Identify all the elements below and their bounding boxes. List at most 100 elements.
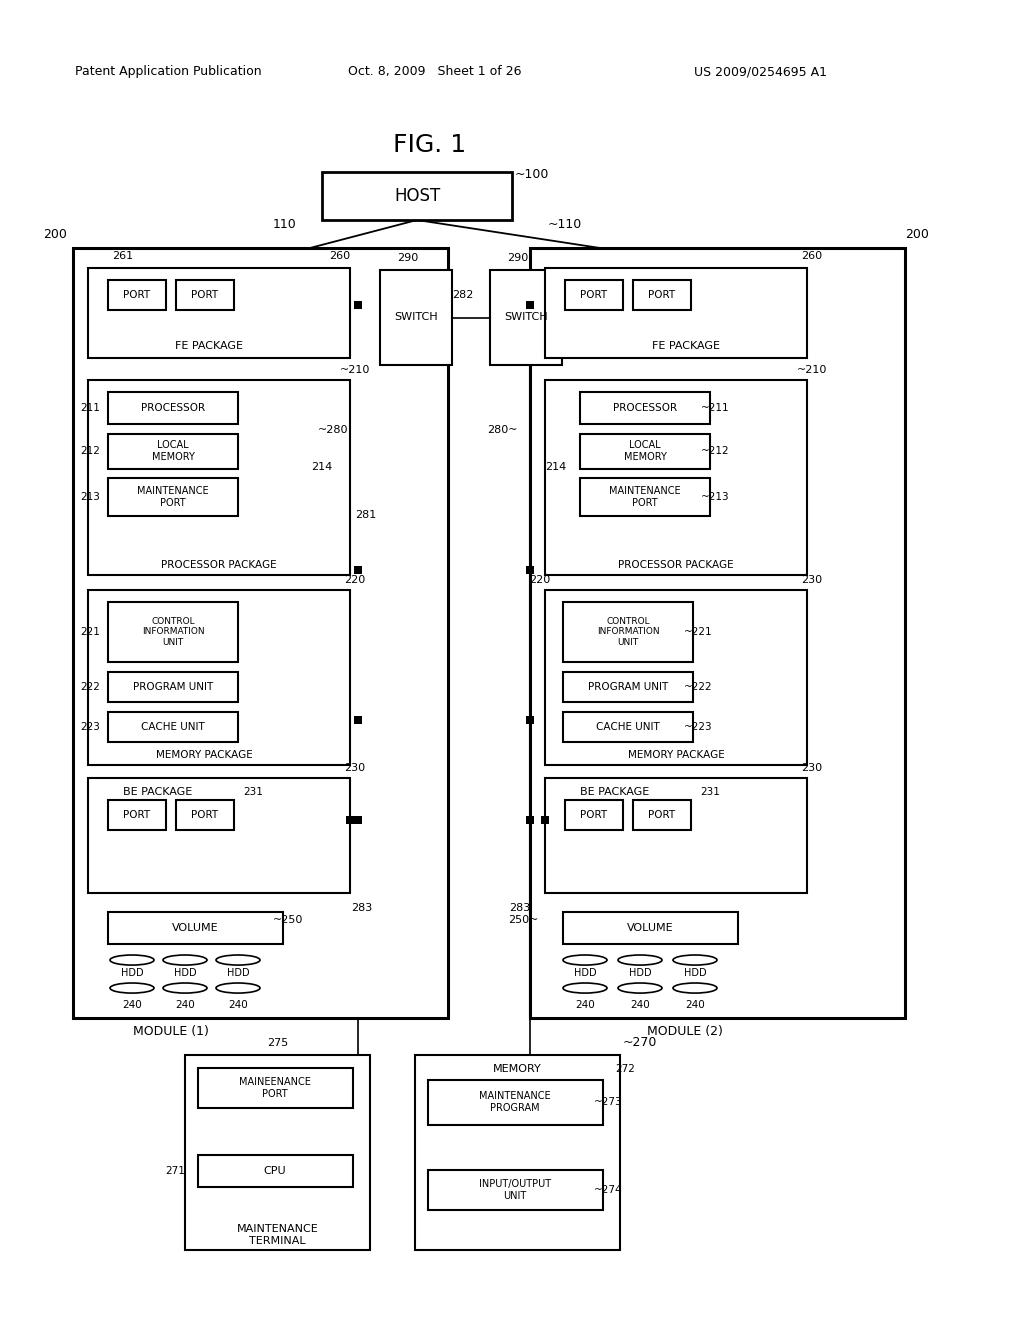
Bar xyxy=(88,268,350,358)
Bar xyxy=(633,280,691,310)
Bar xyxy=(545,590,807,766)
Text: 231: 231 xyxy=(700,787,720,797)
Bar xyxy=(73,248,449,1018)
Text: CONTROL
INFORMATION
UNIT: CONTROL INFORMATION UNIT xyxy=(141,618,205,647)
Text: SWITCH: SWITCH xyxy=(394,313,438,322)
Text: 231: 231 xyxy=(243,787,263,797)
Bar xyxy=(580,434,710,469)
Text: PORT: PORT xyxy=(191,290,218,300)
Bar xyxy=(354,566,362,574)
Text: MEMORY PACKAGE: MEMORY PACKAGE xyxy=(156,750,252,760)
Ellipse shape xyxy=(618,954,662,965)
Text: 220: 220 xyxy=(529,576,551,585)
Ellipse shape xyxy=(110,983,154,993)
Text: MODULE (2): MODULE (2) xyxy=(647,1026,723,1039)
Text: 290: 290 xyxy=(397,253,419,263)
Text: 230: 230 xyxy=(802,576,822,585)
Text: VOLUME: VOLUME xyxy=(627,923,674,933)
Ellipse shape xyxy=(673,954,717,965)
Bar xyxy=(673,960,717,989)
Text: ~110: ~110 xyxy=(548,219,582,231)
Text: MAINTENANCE
TERMINAL: MAINTENANCE TERMINAL xyxy=(237,1224,318,1246)
Bar xyxy=(110,960,154,989)
Text: MAINTENANCE
PROGRAM: MAINTENANCE PROGRAM xyxy=(479,1092,551,1113)
Text: CACHE UNIT: CACHE UNIT xyxy=(141,722,205,733)
Bar xyxy=(108,392,238,424)
Text: HDD: HDD xyxy=(226,968,249,978)
Text: 280~: 280~ xyxy=(486,425,517,436)
Bar xyxy=(322,172,512,220)
Text: PROCESSOR: PROCESSOR xyxy=(141,403,205,413)
Text: LOCAL
MEMORY: LOCAL MEMORY xyxy=(152,440,195,462)
Text: MEMORY: MEMORY xyxy=(494,1064,542,1074)
Text: 250~: 250~ xyxy=(508,915,539,925)
Bar xyxy=(88,590,350,766)
Bar xyxy=(108,434,238,469)
Bar xyxy=(618,960,662,989)
Text: HOST: HOST xyxy=(394,187,440,205)
Text: FIG. 1: FIG. 1 xyxy=(393,133,467,157)
Bar xyxy=(108,602,238,663)
Text: HDD: HDD xyxy=(174,968,197,978)
Ellipse shape xyxy=(618,983,662,993)
Bar xyxy=(108,711,238,742)
Text: CONTROL
INFORMATION
UNIT: CONTROL INFORMATION UNIT xyxy=(597,618,659,647)
Bar xyxy=(545,777,807,894)
Text: 220: 220 xyxy=(344,576,366,585)
Text: 240: 240 xyxy=(630,1001,650,1010)
Bar xyxy=(428,1080,603,1125)
Bar xyxy=(163,960,207,989)
Text: HDD: HDD xyxy=(573,968,596,978)
Text: PORT: PORT xyxy=(581,290,607,300)
Text: Oct. 8, 2009   Sheet 1 of 26: Oct. 8, 2009 Sheet 1 of 26 xyxy=(348,66,522,78)
Bar xyxy=(633,800,691,830)
Text: 200: 200 xyxy=(43,227,67,240)
Text: ~211: ~211 xyxy=(700,403,729,413)
Text: 272: 272 xyxy=(615,1064,635,1074)
Bar xyxy=(565,280,623,310)
Bar xyxy=(108,912,283,944)
Bar xyxy=(108,280,166,310)
Text: ~213: ~213 xyxy=(700,492,729,502)
Text: 240: 240 xyxy=(122,1001,142,1010)
Text: HDD: HDD xyxy=(121,968,143,978)
Bar xyxy=(563,960,607,989)
Text: HDD: HDD xyxy=(684,968,707,978)
Ellipse shape xyxy=(563,954,607,965)
Text: PORT: PORT xyxy=(581,810,607,820)
Text: ~280: ~280 xyxy=(317,425,348,436)
Text: PROGRAM UNIT: PROGRAM UNIT xyxy=(133,682,213,692)
Text: ~210: ~210 xyxy=(340,366,371,375)
Bar xyxy=(563,602,693,663)
Bar xyxy=(545,268,807,358)
Text: 281: 281 xyxy=(355,510,377,520)
Bar xyxy=(541,816,549,824)
Text: 213: 213 xyxy=(80,492,100,502)
Text: 230: 230 xyxy=(344,763,366,774)
Bar xyxy=(563,672,693,702)
Text: PORT: PORT xyxy=(124,290,151,300)
Bar xyxy=(198,1068,353,1107)
Text: ~250: ~250 xyxy=(272,915,303,925)
Ellipse shape xyxy=(110,954,154,965)
Text: 211: 211 xyxy=(80,403,100,413)
Text: FE PACKAGE: FE PACKAGE xyxy=(652,341,720,351)
Ellipse shape xyxy=(216,954,260,965)
Text: MODULE (1): MODULE (1) xyxy=(133,1026,209,1039)
Text: MAINTENANCE
PORT: MAINTENANCE PORT xyxy=(609,486,681,508)
Text: 240: 240 xyxy=(175,1001,195,1010)
Text: ~274: ~274 xyxy=(594,1185,623,1195)
Text: INPUT/OUTPUT
UNIT: INPUT/OUTPUT UNIT xyxy=(479,1179,551,1201)
Text: ~212: ~212 xyxy=(700,446,729,455)
Ellipse shape xyxy=(163,983,207,993)
Text: MAINEENANCE
PORT: MAINEENANCE PORT xyxy=(239,1077,311,1098)
Bar xyxy=(563,711,693,742)
Text: ~210: ~210 xyxy=(797,366,827,375)
Text: MEMORY PACKAGE: MEMORY PACKAGE xyxy=(628,750,724,760)
Text: ~222: ~222 xyxy=(684,682,713,692)
Bar xyxy=(354,816,362,824)
Bar xyxy=(176,800,234,830)
Text: 240: 240 xyxy=(228,1001,248,1010)
Bar xyxy=(580,392,710,424)
Bar xyxy=(415,1055,620,1250)
